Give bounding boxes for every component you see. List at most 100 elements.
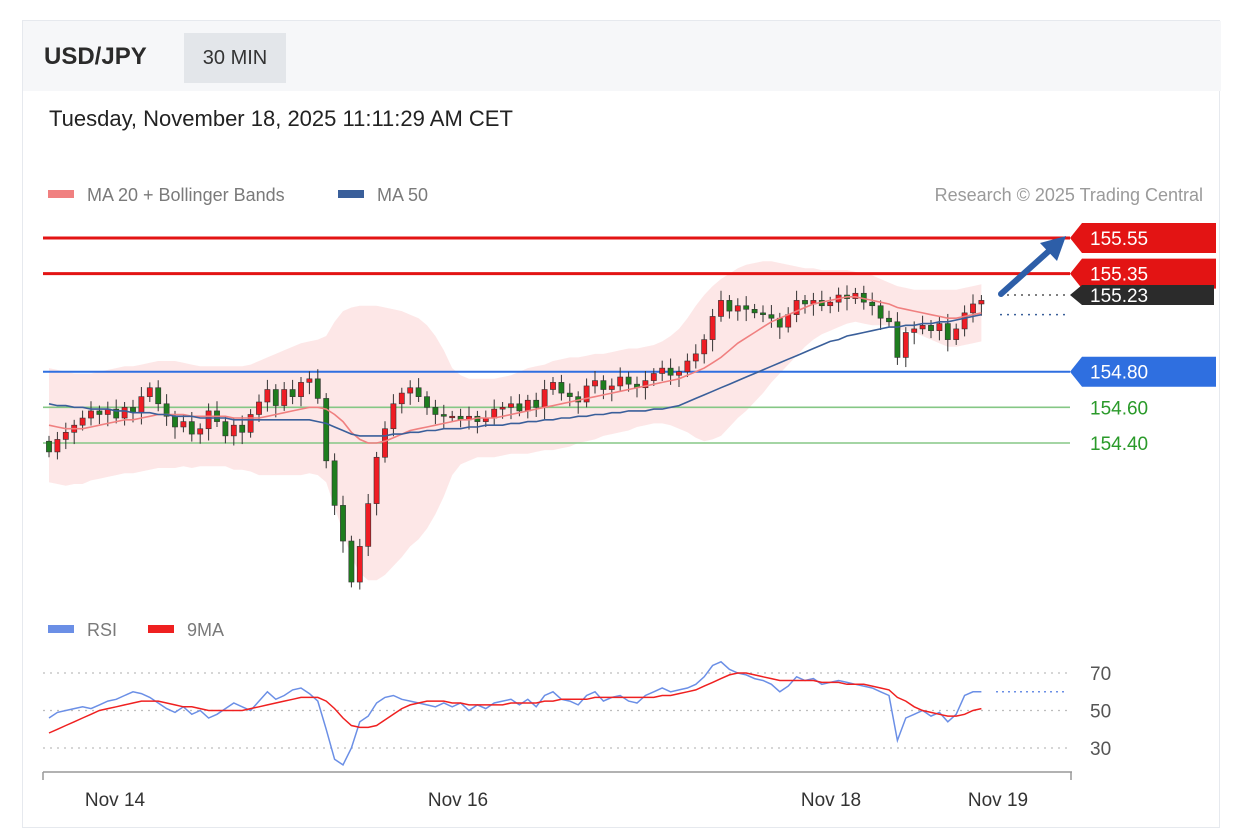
bear-candle bbox=[424, 396, 430, 408]
bear-candle bbox=[625, 376, 632, 385]
bull-candle bbox=[659, 367, 666, 374]
bull-candle bbox=[617, 376, 624, 387]
support_blue-level-label: 154.80 bbox=[1090, 363, 1148, 384]
forecast-arrow-head bbox=[1040, 236, 1066, 261]
bear-candle bbox=[566, 392, 573, 397]
bear-candle bbox=[432, 407, 439, 415]
rsi-plot: 70 50 30 bbox=[43, 660, 1111, 766]
bull-candle bbox=[902, 332, 909, 358]
bull-candle bbox=[508, 403, 514, 408]
chart-header: USD/JPY 30 MIN bbox=[23, 21, 1221, 91]
bear-candle bbox=[886, 317, 892, 323]
bear-candle bbox=[96, 410, 103, 415]
bollinger-band bbox=[49, 261, 982, 581]
bear-candle bbox=[558, 382, 565, 394]
bull-candle bbox=[911, 328, 918, 333]
bull-candle bbox=[608, 385, 615, 390]
bull-candle bbox=[197, 428, 204, 435]
time-tick-label: Nov 19 bbox=[968, 790, 1028, 811]
rsi-legend-label: RSI bbox=[87, 620, 117, 640]
bull-candle bbox=[692, 353, 699, 362]
bear-candle bbox=[222, 421, 229, 437]
bull-candle bbox=[205, 410, 212, 430]
bear-candle bbox=[600, 380, 607, 390]
bull-candle bbox=[827, 301, 834, 307]
bear-candle bbox=[46, 440, 52, 453]
bull-candle bbox=[583, 385, 590, 403]
bull-candle bbox=[382, 428, 388, 458]
bull-candle bbox=[499, 407, 506, 410]
bear-candle bbox=[188, 421, 195, 435]
bear-candle bbox=[760, 312, 766, 315]
bull-candle bbox=[306, 378, 313, 383]
bear-candle bbox=[340, 505, 346, 542]
bear-candle bbox=[869, 301, 876, 307]
time-tick-label: Nov 14 bbox=[85, 790, 146, 811]
bear-candle bbox=[743, 305, 750, 310]
ma20-line bbox=[48, 296, 982, 444]
bull-candle bbox=[281, 389, 288, 406]
bear-candle bbox=[944, 323, 951, 340]
bull-candle bbox=[407, 387, 414, 394]
bull-candle bbox=[684, 360, 691, 372]
support-level-label: 154.40 bbox=[1090, 434, 1148, 455]
rsi-line bbox=[48, 660, 982, 766]
bull-candle bbox=[785, 314, 792, 328]
bear-candle bbox=[928, 325, 934, 331]
bull-candle bbox=[138, 396, 145, 413]
bear-candle bbox=[163, 403, 170, 417]
bull-candle bbox=[256, 401, 262, 415]
attribution-label: Research © 2025 Trading Central bbox=[935, 185, 1203, 205]
rsi-legend-swatch bbox=[48, 625, 74, 633]
bear-candle bbox=[314, 378, 321, 399]
bear-candle bbox=[272, 389, 279, 406]
bull-candle bbox=[676, 371, 682, 376]
bear-candle bbox=[516, 403, 523, 412]
bull-candle bbox=[79, 417, 86, 426]
bull-candle bbox=[491, 408, 498, 419]
bull-candle bbox=[298, 382, 304, 397]
bull-candle bbox=[373, 456, 380, 504]
bear-candle bbox=[239, 424, 246, 433]
bear-candle bbox=[331, 460, 338, 506]
bull-candle bbox=[650, 373, 657, 381]
bull-candle bbox=[709, 316, 716, 340]
bull-candle bbox=[953, 328, 960, 340]
bull-candle bbox=[734, 305, 741, 312]
bear-candle bbox=[155, 387, 162, 405]
bear-candle bbox=[894, 321, 901, 358]
ma20-legend-swatch bbox=[48, 190, 74, 198]
ma50-legend-swatch bbox=[338, 190, 364, 198]
forecast-arrow-shaft bbox=[998, 247, 1053, 297]
resistance-level-label: 155.55 bbox=[1090, 229, 1148, 250]
bull-candle bbox=[180, 421, 187, 428]
bear-candle bbox=[172, 415, 178, 428]
bull-candle bbox=[398, 392, 405, 405]
symbol-label: USD/JPY bbox=[44, 43, 147, 70]
timeframe-button[interactable]: 30 MIN bbox=[184, 33, 286, 83]
bear-candle bbox=[440, 414, 447, 417]
rsi-tick-label: 50 bbox=[1090, 702, 1111, 723]
support_blue-level-tag bbox=[1070, 356, 1216, 387]
last-price-tag bbox=[1070, 285, 1214, 306]
bear-candle bbox=[667, 367, 674, 376]
bear-candle bbox=[533, 399, 540, 408]
bull-candle bbox=[230, 424, 237, 437]
rsi-tick-label: 70 bbox=[1090, 664, 1111, 685]
bear-candle bbox=[415, 387, 422, 397]
bull-candle bbox=[88, 410, 94, 419]
bear-candle bbox=[768, 314, 775, 319]
time-tick-label: Nov 18 bbox=[801, 790, 861, 811]
bear-candle bbox=[348, 540, 355, 583]
bull-candle bbox=[852, 292, 859, 299]
bull-candle bbox=[718, 300, 724, 317]
time-axis: Nov 14 Nov 16 Nov 18 Nov 19 bbox=[42, 771, 1072, 811]
bull-candle bbox=[449, 415, 456, 419]
bear-candle bbox=[877, 305, 884, 319]
ma50-line bbox=[48, 313, 982, 437]
resistance-level-tag bbox=[1070, 258, 1216, 289]
bull-candle bbox=[121, 407, 128, 419]
bull-candle bbox=[365, 503, 372, 547]
